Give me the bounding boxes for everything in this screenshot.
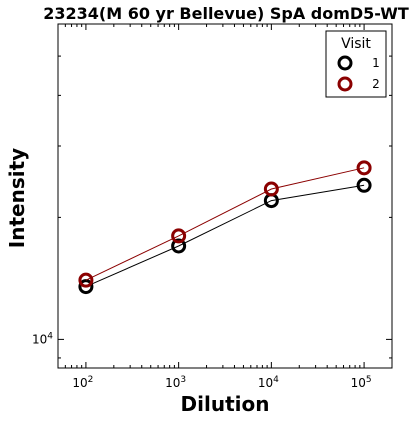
series-1-point [171, 238, 187, 254]
legend: Visit 1 2 [325, 30, 387, 98]
x-axis-label: Dilution [181, 392, 270, 416]
series-2-point [263, 181, 279, 197]
chart-title: 23234(M 60 yr Bellevue) SpA domD5-WT [43, 4, 409, 23]
legend-marker-2 [337, 76, 353, 92]
series-2-point [356, 160, 372, 176]
legend-label-2: 2 [372, 77, 380, 91]
series-layer [78, 160, 372, 295]
legend-box [325, 30, 387, 98]
series-1-point [356, 177, 372, 193]
series-2-point [78, 272, 94, 288]
legend-label-1: 1 [372, 56, 380, 70]
legend-marker-1 [337, 55, 353, 71]
x-tick-label: 105 [351, 375, 372, 390]
series-1-point [78, 279, 94, 295]
series-2-point [171, 228, 187, 244]
legend-title: Visit [341, 36, 371, 52]
x-tick-label: 104 [258, 375, 279, 390]
axis-ticks: 102 103 104 105 104 [32, 23, 393, 390]
series-1-line [85, 184, 365, 288]
x-tick-label: 103 [165, 375, 186, 390]
series-2-line [85, 167, 365, 281]
x-tick-label: 102 [72, 375, 93, 390]
y-axis-label: Intensity [5, 148, 29, 248]
y-tick-label: 104 [32, 331, 53, 346]
